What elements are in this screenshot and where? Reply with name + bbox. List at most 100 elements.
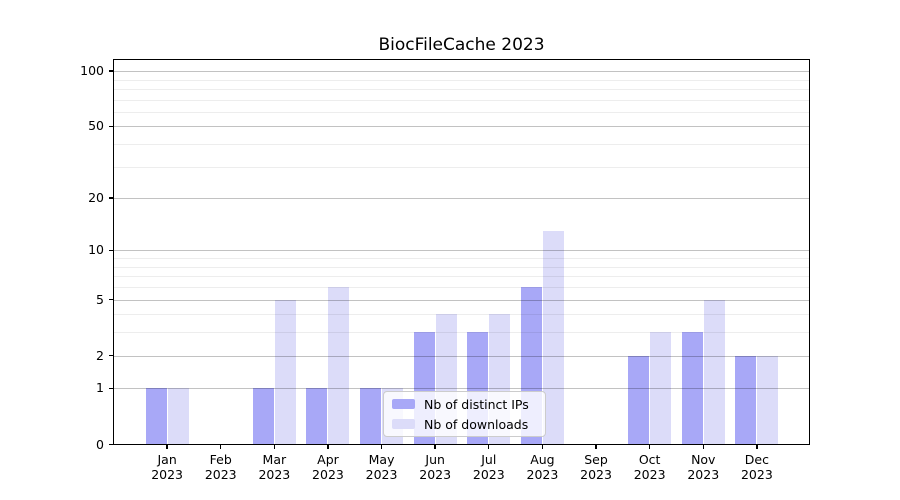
bar-ips-apr <box>306 388 328 445</box>
x-tick-year: 2023 <box>526 467 559 482</box>
legend-label-downloads: Nb of downloads <box>424 416 529 432</box>
legend-item-downloads: Nb of downloads <box>392 416 537 433</box>
minor-gridline-80 <box>113 88 810 90</box>
minor-gridline-60 <box>113 111 810 113</box>
y-tick-label-1: 1 <box>96 380 104 396</box>
x-tick-label-dec: Dec 2023 <box>727 452 787 482</box>
x-tick-year: 2023 <box>258 467 291 482</box>
x-tick-label-nov: Nov 2023 <box>673 452 733 482</box>
minor-gridline-3 <box>113 332 810 334</box>
y-tick-mark-1 <box>108 387 113 390</box>
x-tick-mark-may <box>380 445 383 449</box>
x-tick-year: 2023 <box>365 467 398 482</box>
y-tick-label-100: 100 <box>80 63 104 79</box>
major-gridline-50 <box>113 126 810 128</box>
legend-label-ips: Nb of distinct IPs <box>424 396 529 412</box>
bar-downloads-jan <box>167 388 189 445</box>
x-tick-label-sep: Sep 2023 <box>566 452 626 482</box>
y-tick-label-2: 2 <box>96 347 104 363</box>
legend-swatch-downloads <box>392 419 415 429</box>
x-tick-label-jun: Jun 2023 <box>405 452 465 482</box>
x-tick-label-jan: Jan 2023 <box>137 452 197 482</box>
x-tick-year: 2023 <box>633 467 666 482</box>
x-tick-mark-dec <box>756 445 758 449</box>
major-gridline-1 <box>113 388 810 390</box>
y-tick-mark-50 <box>108 125 113 128</box>
bar-ips-may <box>360 388 382 445</box>
x-tick-year: 2023 <box>472 467 505 482</box>
minor-gridline-9 <box>113 258 810 260</box>
major-gridline-10 <box>113 250 810 252</box>
y-tick-label-50: 50 <box>88 118 104 134</box>
bar-downloads-apr <box>328 287 350 445</box>
x-tick-mark-jul <box>488 445 490 449</box>
bar-downloads-dec <box>757 355 779 445</box>
legend-item-ips: Nb of distinct IPs <box>392 396 537 413</box>
x-tick-mark-sep <box>595 445 597 449</box>
chart-title: BiocFileCache 2023 <box>378 35 545 55</box>
x-tick-mark-oct <box>648 445 651 449</box>
x-tick-label-mar: Mar 2023 <box>244 452 304 482</box>
x-tick-label-may: May 2023 <box>352 452 412 482</box>
x-tick-year: 2023 <box>740 467 773 482</box>
minor-gridline-4 <box>113 314 810 316</box>
x-tick-year: 2023 <box>312 467 344 482</box>
major-gridline-100 <box>113 71 810 73</box>
x-tick-month: Jun <box>425 452 445 467</box>
x-tick-month: Jul <box>481 452 497 467</box>
bar-downloads-mar <box>274 299 296 445</box>
major-gridline-2 <box>113 355 810 357</box>
x-tick-year: 2023 <box>580 467 612 482</box>
y-tick-label-10: 10 <box>88 242 104 258</box>
bar-downloads-nov <box>703 299 725 445</box>
y-tick-mark-20 <box>108 197 113 199</box>
major-gridline-5 <box>113 299 810 301</box>
x-tick-label-oct: Oct 2023 <box>620 452 680 482</box>
bar-ips-nov <box>681 332 703 445</box>
bar-ips-mar <box>252 388 274 445</box>
y-tick-label-20: 20 <box>88 190 104 206</box>
minor-gridline-7 <box>113 276 810 278</box>
minor-gridline-40 <box>113 144 810 146</box>
x-tick-year: 2023 <box>419 467 452 482</box>
bar-downloads-oct <box>650 332 672 445</box>
minor-gridline-90 <box>113 79 810 81</box>
x-tick-month: Sep <box>584 452 608 467</box>
x-tick-mark-mar <box>273 445 276 449</box>
x-tick-mark-aug <box>541 445 544 449</box>
y-tick-mark-100 <box>108 70 113 72</box>
x-tick-month: Oct <box>638 452 661 467</box>
x-tick-mark-jan <box>166 445 168 449</box>
legend: Nb of distinct IPs Nb of downloads <box>383 391 546 437</box>
x-tick-year: 2023 <box>687 467 720 482</box>
minor-gridline-30 <box>113 166 810 168</box>
y-tick-label-0: 0 <box>96 436 104 452</box>
x-tick-mark-apr <box>327 445 329 449</box>
x-tick-month: Mar <box>262 452 287 467</box>
x-tick-month: Jan <box>157 452 177 467</box>
x-tick-month: Aug <box>530 452 555 467</box>
major-gridline-20 <box>113 198 810 200</box>
y-tick-mark-0 <box>108 443 113 446</box>
bar-ips-dec <box>735 355 757 445</box>
x-tick-month: Dec <box>744 452 769 467</box>
minor-gridline-8 <box>113 266 810 268</box>
y-tick-label-5: 5 <box>96 291 104 307</box>
x-tick-month: Feb <box>209 452 232 467</box>
x-tick-year: 2023 <box>151 467 184 482</box>
y-tick-mark-5 <box>108 298 113 301</box>
x-tick-month: Apr <box>317 452 339 467</box>
minor-gridline-6 <box>113 287 810 289</box>
x-tick-label-aug: Aug 2023 <box>512 452 572 482</box>
y-tick-mark-2 <box>108 354 113 357</box>
x-tick-year: 2023 <box>204 467 237 482</box>
bar-ips-oct <box>628 355 650 445</box>
minor-gridline-70 <box>113 99 810 101</box>
x-tick-label-apr: Apr 2023 <box>298 452 358 482</box>
x-tick-mark-feb <box>220 445 222 449</box>
x-tick-mark-nov <box>702 445 704 449</box>
bar-ips-jan <box>145 388 167 445</box>
y-tick-mark-10 <box>108 249 113 252</box>
x-tick-label-jul: Jul 2023 <box>459 452 519 482</box>
